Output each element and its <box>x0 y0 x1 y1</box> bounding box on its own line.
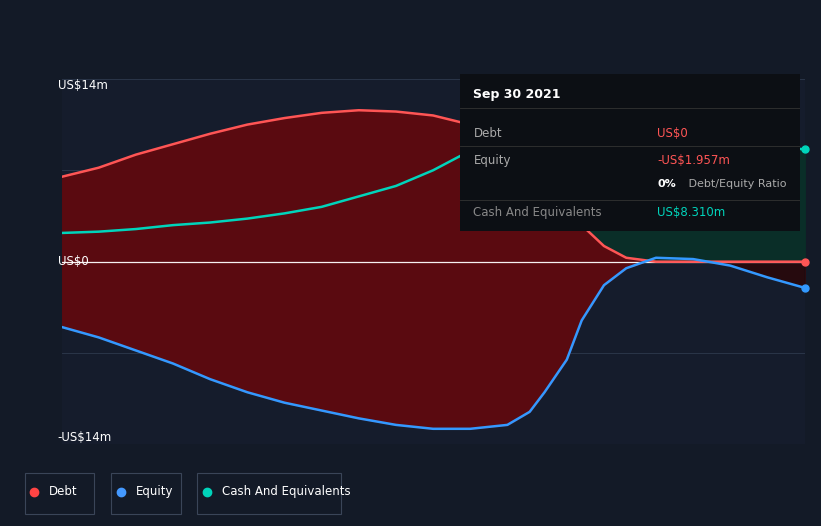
Text: 2021: 2021 <box>488 460 520 473</box>
Text: Debt/Equity Ratio: Debt/Equity Ratio <box>685 179 787 189</box>
Text: Cash And Equivalents: Cash And Equivalents <box>222 485 351 498</box>
Text: US$14m: US$14m <box>57 79 108 92</box>
Text: US$0: US$0 <box>57 255 89 268</box>
Text: US$8.310m: US$8.310m <box>658 206 726 219</box>
Text: Sep 30 2021: Sep 30 2021 <box>474 88 561 101</box>
Text: -US$1.957m: -US$1.957m <box>658 154 730 167</box>
Text: Debt: Debt <box>474 127 502 140</box>
Text: Equity: Equity <box>474 154 511 167</box>
Text: -US$14m: -US$14m <box>57 431 112 444</box>
Text: 0%: 0% <box>658 179 677 189</box>
Text: Debt: Debt <box>49 485 78 498</box>
Text: Equity: Equity <box>135 485 173 498</box>
Text: 2020: 2020 <box>62 460 94 473</box>
Text: Cash And Equivalents: Cash And Equivalents <box>474 206 602 219</box>
Text: US$0: US$0 <box>658 127 688 140</box>
